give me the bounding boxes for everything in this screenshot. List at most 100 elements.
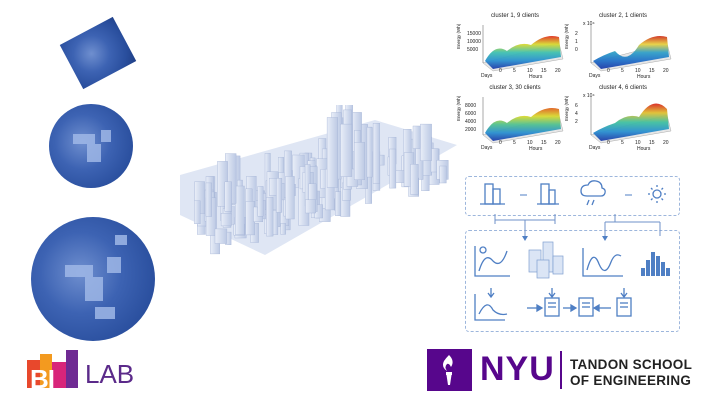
cluster-plot-ytick: 6000 bbox=[465, 111, 477, 117]
chart-icon bbox=[474, 246, 510, 277]
cluster-plot-xtick: 5 bbox=[621, 140, 624, 146]
cluster-plot-xtick: 20 bbox=[555, 68, 561, 74]
cluster-plot-xtick: 0 bbox=[607, 68, 610, 74]
cluster-plot-title: cluster 2, 1 clients bbox=[598, 13, 648, 19]
cluster-plot-xlabel: Hours bbox=[529, 146, 543, 152]
sun-icon bbox=[648, 185, 666, 203]
document-icon bbox=[544, 288, 560, 317]
city-building bbox=[395, 170, 405, 183]
cluster-plot-ytick: 15000 bbox=[467, 31, 481, 37]
cluster-plot-daylabel: Days bbox=[589, 145, 601, 151]
cluster-plot-ytick: 6 bbox=[575, 103, 578, 109]
cluster-plot: cluster 1, 9 clients Energy (Wh) 15000 1000… bbox=[455, 13, 575, 80]
cluster-plot-ytick: 4000 bbox=[465, 119, 477, 125]
cluster-plot-ylabel: Energy (Wh) bbox=[456, 23, 461, 49]
cluster-plot-xtick: 5 bbox=[513, 140, 516, 146]
cluster-plot-title: cluster 1, 9 clients bbox=[490, 13, 540, 19]
cluster-plot-xlabel: Hours bbox=[637, 146, 651, 152]
city-building bbox=[276, 178, 283, 213]
cluster-plot-xtick: 20 bbox=[663, 140, 669, 146]
satellite-tile-circle-small bbox=[49, 104, 133, 188]
cluster-plot-ytick: 5000 bbox=[467, 47, 479, 53]
city-building bbox=[340, 123, 353, 177]
city-building bbox=[205, 182, 212, 217]
document-icon bbox=[616, 288, 632, 317]
bilab-lab-text: LAB bbox=[85, 359, 135, 389]
city-building bbox=[326, 117, 339, 188]
cluster-plot-xtick: 10 bbox=[527, 140, 533, 146]
city-building bbox=[389, 148, 397, 189]
city-building bbox=[224, 181, 232, 212]
city-building bbox=[194, 200, 201, 225]
cluster-plot-ylabel: Energy (Wh) bbox=[456, 95, 461, 121]
cluster-plot-ytick: 2000 bbox=[465, 127, 477, 133]
cluster-plot-title: cluster 3, 30 clients bbox=[489, 85, 541, 91]
satellite-tile-square bbox=[59, 16, 137, 90]
cluster-plot: cluster 2, 1 clients Energy (Wh) x 10⁴ 2 1 0 0… bbox=[563, 13, 683, 80]
cluster-plot-ytick: 10000 bbox=[467, 39, 481, 45]
cluster-plot-xtick: 0 bbox=[499, 68, 502, 74]
city-building bbox=[410, 164, 419, 195]
city-building bbox=[308, 183, 317, 200]
city-3d-model bbox=[175, 99, 460, 265]
cluster-plot-ytick: 4 bbox=[575, 111, 578, 117]
arrow-right-icon bbox=[563, 303, 578, 313]
cluster-plot-title: cluster 4, 6 clients bbox=[598, 85, 648, 91]
cluster-plot-xlabel: Hours bbox=[529, 74, 543, 80]
cluster-plot-xtick: 15 bbox=[649, 68, 655, 74]
city-building bbox=[285, 176, 295, 220]
cluster-plot-daylabel: Days bbox=[589, 73, 601, 79]
cluster-plot-xtick: 15 bbox=[649, 140, 655, 146]
arrow-right-icon bbox=[527, 303, 544, 313]
city-building bbox=[235, 185, 245, 235]
cluster-plot-xtick: 10 bbox=[527, 68, 533, 74]
city-building bbox=[372, 123, 380, 184]
cluster-plot-ylabel: Energy (Wh) bbox=[564, 23, 569, 49]
arrow-left-icon bbox=[592, 303, 611, 313]
city-building bbox=[266, 196, 274, 237]
wave-chart-icon bbox=[582, 248, 623, 277]
city-building bbox=[335, 191, 342, 216]
cluster-plot-ytick: 8000 bbox=[465, 103, 477, 109]
building-icon bbox=[537, 183, 559, 205]
histogram-icon bbox=[641, 252, 670, 276]
tandon-line-1: TANDON SCHOOL bbox=[570, 357, 693, 372]
cluster-plot-ylabel: Energy (Wh) bbox=[564, 95, 569, 121]
processing-box bbox=[465, 230, 680, 332]
city-building bbox=[353, 142, 365, 180]
cluster-plot-xtick: 10 bbox=[635, 140, 641, 146]
cluster-plot: cluster 3, 30 clients Energy (Wh) 8000 6000… bbox=[455, 85, 575, 152]
nyu-divider bbox=[560, 351, 562, 389]
city-icon bbox=[528, 241, 564, 279]
cluster-plot-ytick: 2 bbox=[575, 119, 578, 125]
city-building bbox=[257, 186, 264, 217]
cluster-plot-xlabel: Hours bbox=[637, 74, 651, 80]
city-building bbox=[412, 125, 421, 149]
city-building bbox=[420, 123, 432, 161]
tandon-line-2: OF ENGINEERING bbox=[570, 373, 692, 388]
city-building bbox=[272, 209, 279, 235]
torch-chart-icon bbox=[474, 288, 508, 321]
city-building bbox=[220, 212, 232, 227]
nyu-torch-logo bbox=[427, 349, 472, 391]
cluster-plot-xtick: 10 bbox=[635, 68, 641, 74]
process-diagram bbox=[465, 176, 680, 332]
cluster-plot-exponent: x 10⁴ bbox=[583, 93, 595, 99]
cluster-plot-daylabel: Days bbox=[481, 73, 493, 79]
city-building bbox=[439, 165, 447, 184]
cluster-plot-exponent: x 10⁴ bbox=[583, 21, 595, 27]
building-icon bbox=[480, 183, 505, 205]
cluster-plot-xtick: 0 bbox=[499, 140, 502, 146]
city-building bbox=[280, 223, 286, 235]
city-building bbox=[305, 199, 316, 214]
city-building bbox=[214, 228, 228, 244]
cluster-plot-xtick: 0 bbox=[607, 140, 610, 146]
inputs-box bbox=[465, 176, 680, 216]
cluster-plot-ytick: 2 bbox=[575, 31, 578, 37]
tandon-wordmark: TANDON SCHOOL OF ENGINEERING bbox=[570, 357, 692, 389]
cluster-plot: cluster 4, 6 clients Energy (Wh) x 10⁴ 6 4 2 0… bbox=[563, 85, 683, 152]
cluster-plot-daylabel: Days bbox=[481, 145, 493, 151]
cluster-plot-xtick: 20 bbox=[555, 140, 561, 146]
bilab-bi-text: BI bbox=[30, 364, 55, 394]
cluster-plot-ytick: 1 bbox=[575, 39, 578, 45]
